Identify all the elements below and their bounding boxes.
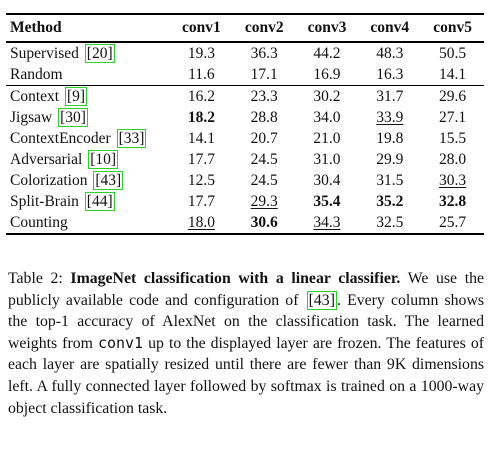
value-cell-conv4: 32.5	[358, 212, 422, 235]
table-row: Context [9] 16.2 23.3 30.2 31.7 29.6	[6, 85, 484, 107]
value-cell-conv4: 48.3	[358, 41, 422, 64]
value-cell-conv4: 29.9	[376, 150, 404, 168]
header-conv1: conv1	[182, 18, 221, 36]
method-name: Jigsaw	[10, 108, 53, 126]
table-row: Split-Brain [44] 17.7 29.3 35.4 35.2 32.8	[6, 191, 484, 212]
value-cell-conv2: 30.6	[232, 212, 296, 235]
citation-link[interactable]: [20]	[84, 43, 115, 63]
method-name: Counting	[10, 213, 68, 231]
value-cell-conv5: 27.1	[439, 108, 467, 126]
value-cell-conv3: 34.0	[313, 108, 341, 126]
value-cell-conv4: 19.8	[376, 129, 404, 147]
header-conv2: conv2	[244, 18, 284, 36]
table-row: Random 11.6 17.1 16.9 16.3 14.1	[6, 64, 484, 86]
method-name: ContextEncoder	[10, 129, 111, 147]
value-cell-conv3: 35.4	[313, 192, 341, 210]
caption-part3: up to the displayed layer are frozen. Th…	[8, 334, 484, 417]
value-cell-conv4: 35.2	[376, 192, 404, 210]
value-cell-conv1: 18.0	[170, 212, 233, 235]
method-cell: ContextEncoder [33]	[6, 128, 170, 149]
method-cell: Counting	[6, 212, 170, 235]
header-conv4: conv4	[370, 18, 410, 36]
value-cell-conv2: 36.3	[232, 41, 296, 64]
value-cell-conv3: 30.4	[313, 171, 341, 189]
value-cell-conv2: 29.3	[250, 192, 278, 210]
value-cell-conv4: 16.3	[376, 65, 404, 83]
value-cell-conv4: 33.9	[376, 108, 404, 126]
results-table: Method conv1 conv2 conv3 conv4 conv5 Sup…	[6, 14, 484, 235]
value-cell-conv1: 18.2	[187, 108, 215, 126]
method-cell: Random	[6, 64, 170, 86]
table-row: ContextEncoder [33] 14.1 20.7 21.0 19.8 15.5	[6, 128, 484, 149]
caption-part1: We use the publicly available code and c…	[8, 270, 484, 309]
value-cell-conv5: 25.7	[421, 212, 484, 235]
value-cell-conv2: 23.3	[232, 85, 296, 107]
method-cell: Context [9]	[6, 85, 170, 107]
citation-link[interactable]: [43]	[93, 170, 124, 190]
table-top-rule	[6, 13, 484, 15]
value-cell-conv5: 14.1	[439, 65, 467, 83]
header-conv3: conv3	[307, 18, 347, 36]
value-cell-conv3: 31.0	[313, 150, 341, 168]
method-cell: Supervised [20]	[6, 41, 170, 64]
citation-link[interactable]: [33]	[116, 128, 147, 148]
caption-lead: ImageNet classification with a linear cl…	[70, 270, 401, 287]
method-cell: Adversarial [10]	[6, 149, 170, 170]
citation-link[interactable]: [44]	[84, 191, 115, 211]
value-cell-conv1: 14.1	[187, 129, 215, 147]
value-cell-conv2: 24.5	[250, 171, 278, 189]
method-cell: Colorization [43]	[6, 170, 170, 191]
citation-link[interactable]: [9]	[64, 86, 88, 106]
value-cell-conv4: 31.7	[358, 85, 422, 107]
value-cell-conv1: 17.7	[187, 192, 215, 210]
header-method: Method	[10, 18, 62, 36]
value-cell-conv1: 17.7	[187, 150, 215, 168]
method-cell: Split-Brain [44]	[6, 191, 170, 212]
table-row: Adversarial [10] 17.7 24.5 31.0 29.9 28.0	[6, 149, 484, 170]
table-row: Jigsaw [30] 18.2 28.8 34.0 33.9 27.1	[6, 107, 484, 128]
value-cell-conv5: 30.3	[439, 171, 467, 189]
table-row: Counting 18.0 30.6 34.3 32.5 25.7	[6, 212, 484, 235]
value-cell-conv1: 19.3	[170, 41, 233, 64]
value-cell-conv2: 20.7	[250, 129, 278, 147]
value-cell-conv2: 17.1	[250, 65, 278, 83]
method-name: Colorization	[10, 171, 88, 189]
caption-citation[interactable]: [43]	[306, 290, 337, 310]
method-name: Supervised	[10, 44, 79, 62]
value-cell-conv5: 29.6	[421, 85, 484, 107]
table-row: Colorization [43] 12.5 24.5 30.4 31.5 30.3	[6, 170, 484, 191]
method-name: Context	[10, 87, 60, 105]
value-cell-conv5: 28.0	[439, 150, 467, 168]
value-cell-conv2: 28.8	[250, 108, 278, 126]
value-cell-conv3: 44.2	[295, 41, 359, 64]
value-cell-conv5: 15.5	[439, 129, 467, 147]
value-cell-conv4: 31.5	[376, 171, 404, 189]
value-cell-conv3: 16.9	[313, 65, 341, 83]
value-cell-conv1: 11.6	[188, 65, 215, 83]
value-cell-conv3: 30.2	[295, 85, 359, 107]
table-body: Supervised [20] 19.3 36.3 44.2 48.3 50.5 Rando…	[6, 41, 484, 235]
header-conv5: conv5	[433, 18, 472, 36]
table-header-row: Method conv1 conv2 conv3 conv4 conv5	[6, 14, 484, 42]
method-name: Adversarial	[10, 150, 83, 168]
value-cell-conv1: 12.5	[187, 171, 215, 189]
value-cell-conv3: 34.3	[295, 212, 359, 235]
method-name: Random	[10, 65, 63, 83]
value-cell-conv3: 21.0	[313, 129, 341, 147]
caption-label: Table 2:	[8, 270, 63, 287]
method-cell: Jigsaw [30]	[6, 107, 170, 128]
citation-link[interactable]: [10]	[88, 149, 119, 169]
table-caption: Table 2: ImageNet classification with a …	[8, 268, 484, 419]
citation-link[interactable]: [30]	[58, 107, 88, 127]
value-cell-conv5: 32.8	[439, 192, 467, 210]
caption-part2: . Every column shows the top-1 accuracy …	[8, 291, 484, 352]
table-row: Supervised [20] 19.3 36.3 44.2 48.3 50.5	[6, 41, 484, 64]
value-cell-conv5: 50.5	[421, 41, 484, 64]
caption-code: conv1	[97, 333, 144, 352]
value-cell-conv1: 16.2	[170, 85, 233, 107]
value-cell-conv2: 24.5	[250, 150, 278, 168]
method-name: Split-Brain	[10, 192, 79, 210]
